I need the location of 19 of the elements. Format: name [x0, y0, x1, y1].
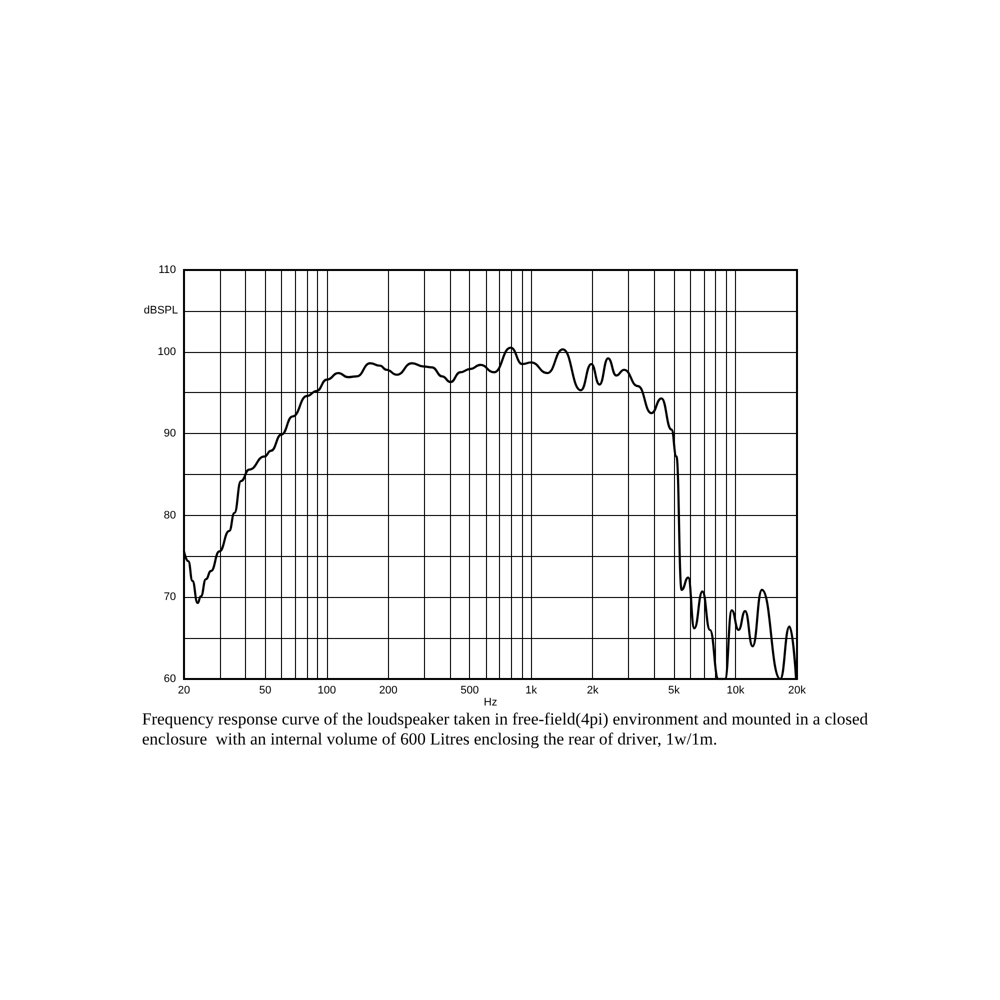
x-tick-label: 500	[460, 684, 479, 696]
x-tick-label: 100	[318, 684, 336, 696]
y-tick-label: 100	[158, 346, 176, 358]
y-axis-title: dBSPL	[144, 304, 178, 316]
x-tick-label: 200	[379, 684, 398, 696]
x-tick-label: 50	[259, 684, 272, 696]
y-tick-label: 80	[164, 509, 176, 522]
x-tick-label: 1k	[525, 684, 538, 696]
y-tick-label: 90	[164, 428, 176, 440]
x-tick-label: 20k	[788, 684, 806, 696]
x-tick-label: 20	[178, 684, 190, 696]
x-axis-title: Hz	[484, 696, 498, 708]
text: Frequency response curve of the loudspeaker taken in free-field(4pi) environment and mounted in a closed enclosure with an internal volume of 600 Litres enclosing the rear of driver, 1w/1m.	[142, 710, 872, 748]
y-tick-label: 70	[164, 591, 176, 604]
x-tick-label: 5k	[668, 684, 680, 696]
y-tick-label: 60	[164, 673, 176, 685]
x-tick-label: 2k	[586, 684, 599, 696]
y-tick-label: 110	[158, 264, 176, 276]
x-tick-label: 10k	[726, 684, 745, 696]
